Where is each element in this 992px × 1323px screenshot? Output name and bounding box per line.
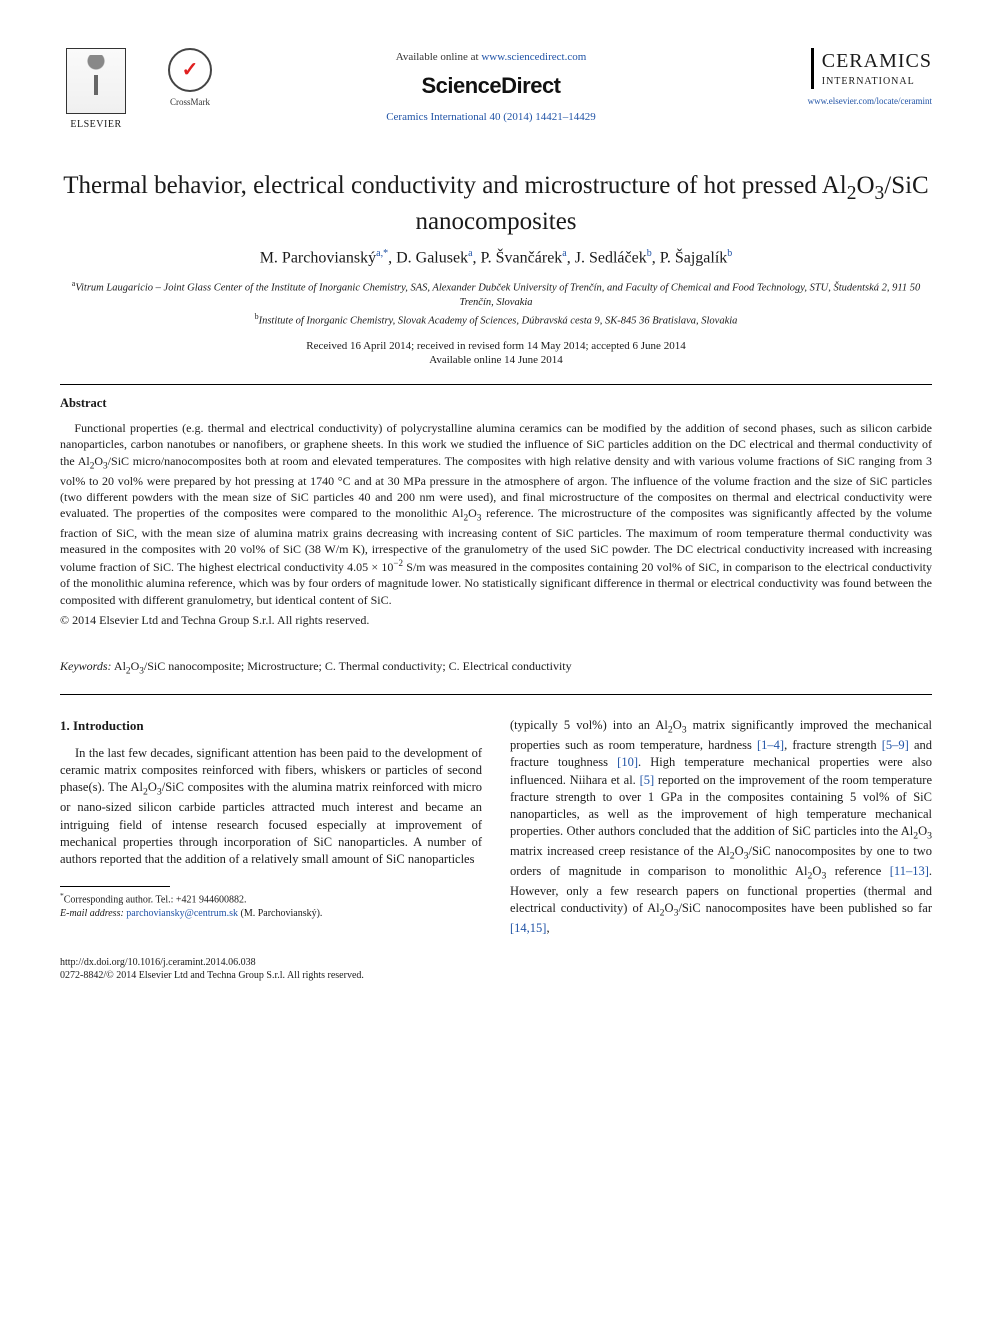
ref-5-link[interactable]: [5] [640, 773, 655, 787]
title-pre: Thermal behavior, electrical conductivit… [63, 172, 846, 199]
keywords-label: Keywords: [60, 659, 112, 673]
ref-5-9-link[interactable]: [5–9] [882, 738, 909, 752]
author-5: P. Šajgalík [660, 249, 728, 266]
r-q: , [546, 921, 549, 935]
title-mid1: O [856, 172, 874, 199]
footnote-separator [60, 886, 170, 887]
author-4: J. Sedláček [575, 249, 647, 266]
section-1-heading: 1. Introduction [60, 717, 482, 735]
author-1-corr[interactable]: * [383, 248, 388, 259]
elsevier-tree-icon [66, 48, 126, 114]
header-right: CERAMICS INTERNATIONAL www.elsevier.com/… [762, 48, 932, 107]
r-m: reference [826, 864, 889, 878]
journal-homepage-link[interactable]: www.elsevier.com/locate/ceramint [808, 96, 932, 106]
corr-label: Corresponding author. Tel.: [64, 895, 176, 906]
rule-above-abstract [60, 384, 932, 385]
available-prefix: Available online at [396, 51, 482, 63]
keywords-line: Keywords: Al2O3/SiC nanocomposite; Micro… [60, 658, 932, 678]
authors-line: M. Parchovianskýa,*, D. Galuseka, P. Šva… [60, 247, 932, 269]
author-5-affil[interactable]: b [727, 248, 732, 259]
author-3: P. Švančárek [481, 249, 563, 266]
kw-post: /SiC nanocomposite; Microstructure; C. T… [144, 659, 572, 673]
article-title: Thermal behavior, electrical conductivit… [60, 170, 932, 238]
kw-pre: Al [112, 659, 126, 673]
journal-citation-link[interactable]: Ceramics International 40 (2014) 14421–1… [386, 111, 596, 123]
r-b: O [673, 718, 682, 732]
r-o: O [665, 901, 674, 915]
corr-email-link[interactable]: parchoviansky@centrum.sk [126, 908, 238, 919]
abstract-paragraph: Functional properties (e.g. thermal and … [60, 420, 932, 608]
dates-line2: Available online 14 June 2014 [60, 353, 932, 368]
intro-l-mid: O [148, 780, 157, 794]
affiliation-b: bInstitute of Inorganic Chemistry, Slova… [60, 312, 932, 329]
author-2: D. Galusek [396, 249, 468, 266]
author-4-affil[interactable]: b [647, 248, 652, 259]
corresponding-author-footnote: *Corresponding author. Tel.: +421 944600… [60, 891, 482, 906]
journal-logo-line2: INTERNATIONAL [822, 75, 932, 89]
corr-phone: +421 944600882. [176, 895, 247, 906]
abs-mid1: O [94, 454, 103, 468]
abs-exp: −2 [393, 558, 403, 568]
abstract-body: Functional properties (e.g. thermal and … [60, 420, 932, 608]
email-suffix: (M. Parchovianský). [238, 908, 322, 919]
crossmark-label: CrossMark [170, 96, 210, 108]
ref-14-15-link[interactable]: [14,15] [510, 921, 546, 935]
intro-paragraph-left: In the last few decades, significant att… [60, 745, 482, 868]
intro-paragraph-right: (typically 5 vol%) into an Al2O3 matrix … [510, 717, 932, 938]
journal-logo: CERAMICS INTERNATIONAL [811, 48, 932, 89]
body-columns: 1. Introduction In the last few decades,… [60, 717, 932, 938]
abs-mid2: O [468, 506, 477, 520]
page-header: ELSEVIER ✓ CrossMark Available online at… [60, 48, 932, 132]
journal-logo-line1: CERAMICS [822, 48, 932, 75]
crossmark-icon: ✓ [168, 48, 212, 92]
article-dates: Received 16 April 2014; received in revi… [60, 339, 932, 369]
issn-copyright-line: 0272-8842/© 2014 Elsevier Ltd and Techna… [60, 969, 932, 982]
sciencedirect-logo: ScienceDirect [421, 71, 560, 101]
affiliation-a-text: Vitrum Laugaricio – Joint Glass Center o… [75, 283, 920, 308]
r-j: O [735, 844, 744, 858]
rule-below-keywords [60, 694, 932, 695]
email-footnote: E-mail address: parchoviansky@centrum.sk… [60, 907, 482, 920]
elsevier-logo-block: ELSEVIER [60, 48, 132, 132]
sciencedirect-url-link[interactable]: www.sciencedirect.com [481, 51, 586, 63]
doi-line: http://dx.doi.org/10.1016/j.ceramint.201… [60, 956, 932, 969]
affiliation-a: aVitrum Laugaricio – Joint Glass Center … [60, 279, 932, 310]
title-sub1: 2 [847, 183, 857, 204]
email-label: E-mail address: [60, 908, 126, 919]
r-i: matrix increased creep resistance of the… [510, 844, 730, 858]
elsevier-label: ELSEVIER [70, 118, 121, 132]
title-sub2: 3 [875, 183, 885, 204]
author-2-affil[interactable]: a [468, 248, 472, 259]
r-sub4: 3 [927, 831, 932, 842]
available-online-line: Available online at www.sciencedirect.co… [396, 50, 587, 65]
abstract-heading: Abstract [60, 395, 932, 412]
journal-citation: Ceramics International 40 (2014) 14421–1… [386, 107, 596, 125]
ref-10-link[interactable]: [10] [617, 755, 638, 769]
r-a: (typically 5 vol%) into an Al [510, 718, 668, 732]
header-left: ELSEVIER ✓ CrossMark [60, 48, 220, 132]
r-p: /SiC nanocomposites have been published … [678, 901, 932, 915]
right-column: (typically 5 vol%) into an Al2O3 matrix … [510, 717, 932, 938]
ref-11-13-link[interactable]: [11–13] [890, 864, 929, 878]
journal-homepage-url: www.elsevier.com/locate/ceramint [762, 95, 932, 107]
left-column: 1. Introduction In the last few decades,… [60, 717, 482, 938]
abstract-copyright: © 2014 Elsevier Ltd and Techna Group S.r… [60, 612, 932, 628]
dates-line1: Received 16 April 2014; received in revi… [60, 339, 932, 354]
affiliation-b-text: Institute of Inorganic Chemistry, Slovak… [259, 315, 738, 326]
crossmark-block[interactable]: ✓ CrossMark [160, 48, 220, 108]
ref-1-4-link[interactable]: [1–4] [757, 738, 784, 752]
kw-mid: O [131, 659, 140, 673]
header-center: Available online at www.sciencedirect.co… [220, 48, 762, 124]
author-3-affil[interactable]: a [562, 248, 566, 259]
r-d: , fracture strength [784, 738, 882, 752]
author-1: M. Parchovianský [260, 249, 376, 266]
r-h: O [918, 824, 927, 838]
bottom-meta: http://dx.doi.org/10.1016/j.ceramint.201… [60, 956, 932, 982]
